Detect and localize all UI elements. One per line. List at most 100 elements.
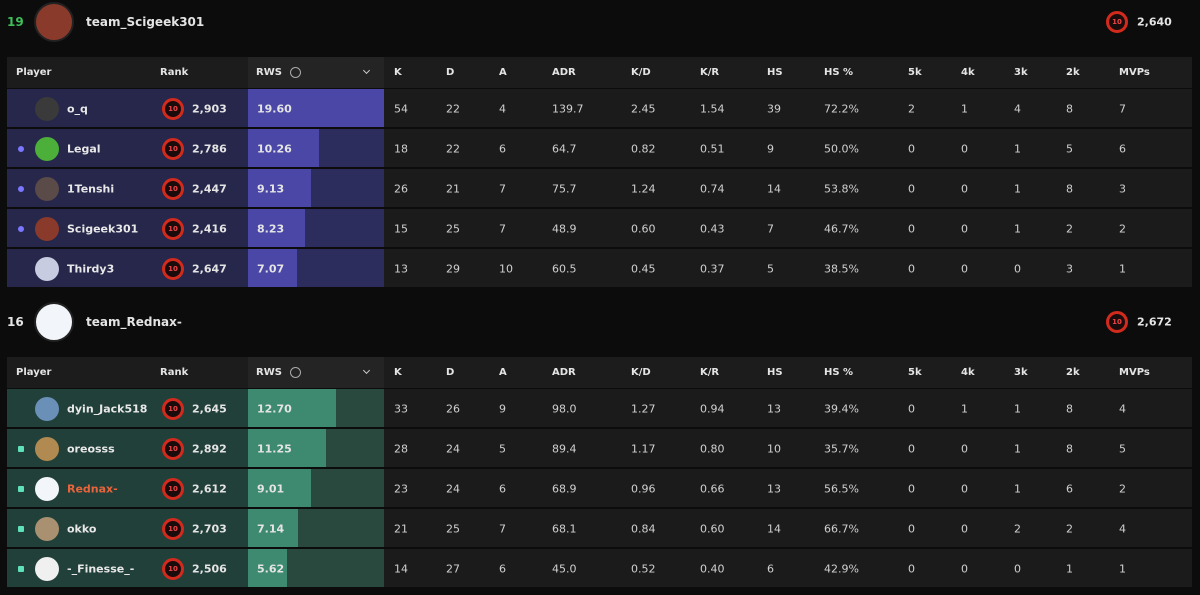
player-avatar [35, 137, 59, 161]
stat-value: 10 [499, 262, 513, 276]
stat-value: 14 [767, 522, 781, 536]
rws-bar [248, 89, 384, 127]
party-marker [18, 226, 24, 232]
team-rating: 2,672 [1137, 315, 1172, 329]
column-header: K/D [631, 67, 651, 78]
player-name: okko [67, 522, 97, 536]
stat-value: 0 [908, 402, 915, 416]
stat-value: 98.0 [552, 402, 577, 416]
stat-value: 1.24 [631, 182, 656, 196]
column-header: D [446, 67, 455, 78]
level-badge: 10 [162, 218, 184, 240]
player-rank: 2,416 [192, 222, 227, 236]
column-header: HS % [824, 367, 854, 378]
rws-bar [248, 209, 306, 247]
rws-bar [248, 429, 327, 467]
party-marker [18, 566, 24, 572]
stat-value: 27 [446, 562, 460, 576]
stat-value: 1 [1119, 262, 1126, 276]
player-rws: 10.26 [257, 142, 292, 156]
level-badge: 10 [162, 258, 184, 280]
stat-value: 0.74 [700, 182, 725, 196]
rws-bar [248, 509, 298, 547]
stat-value: 56.5% [824, 482, 859, 496]
stat-value: 8 [1066, 442, 1073, 456]
rws-bar [248, 169, 312, 207]
stat-value: 0 [908, 222, 915, 236]
stat-value: 66.7% [824, 522, 859, 536]
team-score: 19 [7, 15, 24, 29]
stat-value: 5 [1066, 142, 1073, 156]
stat-value: 1.17 [631, 442, 656, 456]
column-header: K/R [700, 67, 720, 78]
player-rws: 11.25 [257, 442, 292, 456]
player-name: Scigeek301 [67, 222, 139, 236]
team-name: team_Scigeek301 [86, 15, 205, 29]
player-rank: 2,903 [192, 102, 227, 116]
stat-value: 2 [908, 102, 915, 116]
player-name: o_q [67, 102, 88, 116]
stat-value: 8 [1066, 402, 1073, 416]
level-badge: 10 [162, 138, 184, 160]
column-header: A [499, 67, 507, 78]
stat-value: 10 [767, 442, 781, 456]
stat-value: 48.9 [552, 222, 577, 236]
stat-value: 1 [1014, 142, 1021, 156]
column-header: K/D [631, 367, 651, 378]
team-avatar [34, 2, 74, 42]
rws-bar [248, 469, 311, 507]
stat-value: 7 [1119, 102, 1126, 116]
stat-value: 6 [1066, 482, 1073, 496]
stat-value: 60.5 [552, 262, 577, 276]
stat-value: 21 [394, 522, 408, 536]
info-icon [290, 67, 301, 78]
player-rws: 5.62 [257, 562, 285, 576]
player-rws: 8.23 [257, 222, 285, 236]
player-avatar [35, 557, 59, 581]
stat-value: 24 [446, 442, 460, 456]
stat-value: 46.7% [824, 222, 859, 236]
column-header: HS [767, 367, 783, 378]
rws-header-cell [248, 57, 384, 88]
stat-value: 0.66 [700, 482, 725, 496]
team-rating: 2,640 [1137, 15, 1172, 29]
stat-value: 21 [446, 182, 460, 196]
stat-value: 25 [446, 222, 460, 236]
player-rank: 2,612 [192, 482, 227, 496]
stat-value: 0 [961, 482, 968, 496]
stat-value: 6 [767, 562, 774, 576]
stat-value: 0 [908, 182, 915, 196]
column-header: Rank [160, 67, 189, 78]
stat-value: 1 [961, 402, 968, 416]
column-header: ADR [552, 367, 576, 378]
stat-value: 54 [394, 102, 408, 116]
column-header: Player [16, 67, 52, 78]
column-header: MVPs [1119, 67, 1150, 78]
player-avatar [35, 97, 59, 121]
stat-value: 0.94 [700, 402, 725, 416]
stat-value: 0 [908, 482, 915, 496]
stat-value: 9 [767, 142, 774, 156]
stat-value: 1 [1066, 562, 1073, 576]
stat-value: 25 [446, 522, 460, 536]
stat-value: 0 [961, 182, 968, 196]
player-rws: 19.60 [257, 102, 292, 116]
column-header: 4k [961, 67, 975, 78]
stat-value: 6 [499, 482, 506, 496]
stat-value: 89.4 [552, 442, 577, 456]
player-rws: 9.13 [257, 182, 285, 196]
stat-value: 7 [767, 222, 774, 236]
stat-value: 23 [394, 482, 408, 496]
level-badge: 10 [162, 558, 184, 580]
player-avatar [35, 477, 59, 501]
stat-value: 13 [767, 482, 781, 496]
column-header: RWS [256, 367, 282, 378]
level-badge: 10 [162, 178, 184, 200]
stat-value: 0.40 [700, 562, 725, 576]
stat-value: 1 [1014, 222, 1021, 236]
player-avatar [35, 257, 59, 281]
stat-value: 38.5% [824, 262, 859, 276]
column-header: K/R [700, 367, 720, 378]
player-rws: 12.70 [257, 402, 292, 416]
column-header: HS [767, 67, 783, 78]
